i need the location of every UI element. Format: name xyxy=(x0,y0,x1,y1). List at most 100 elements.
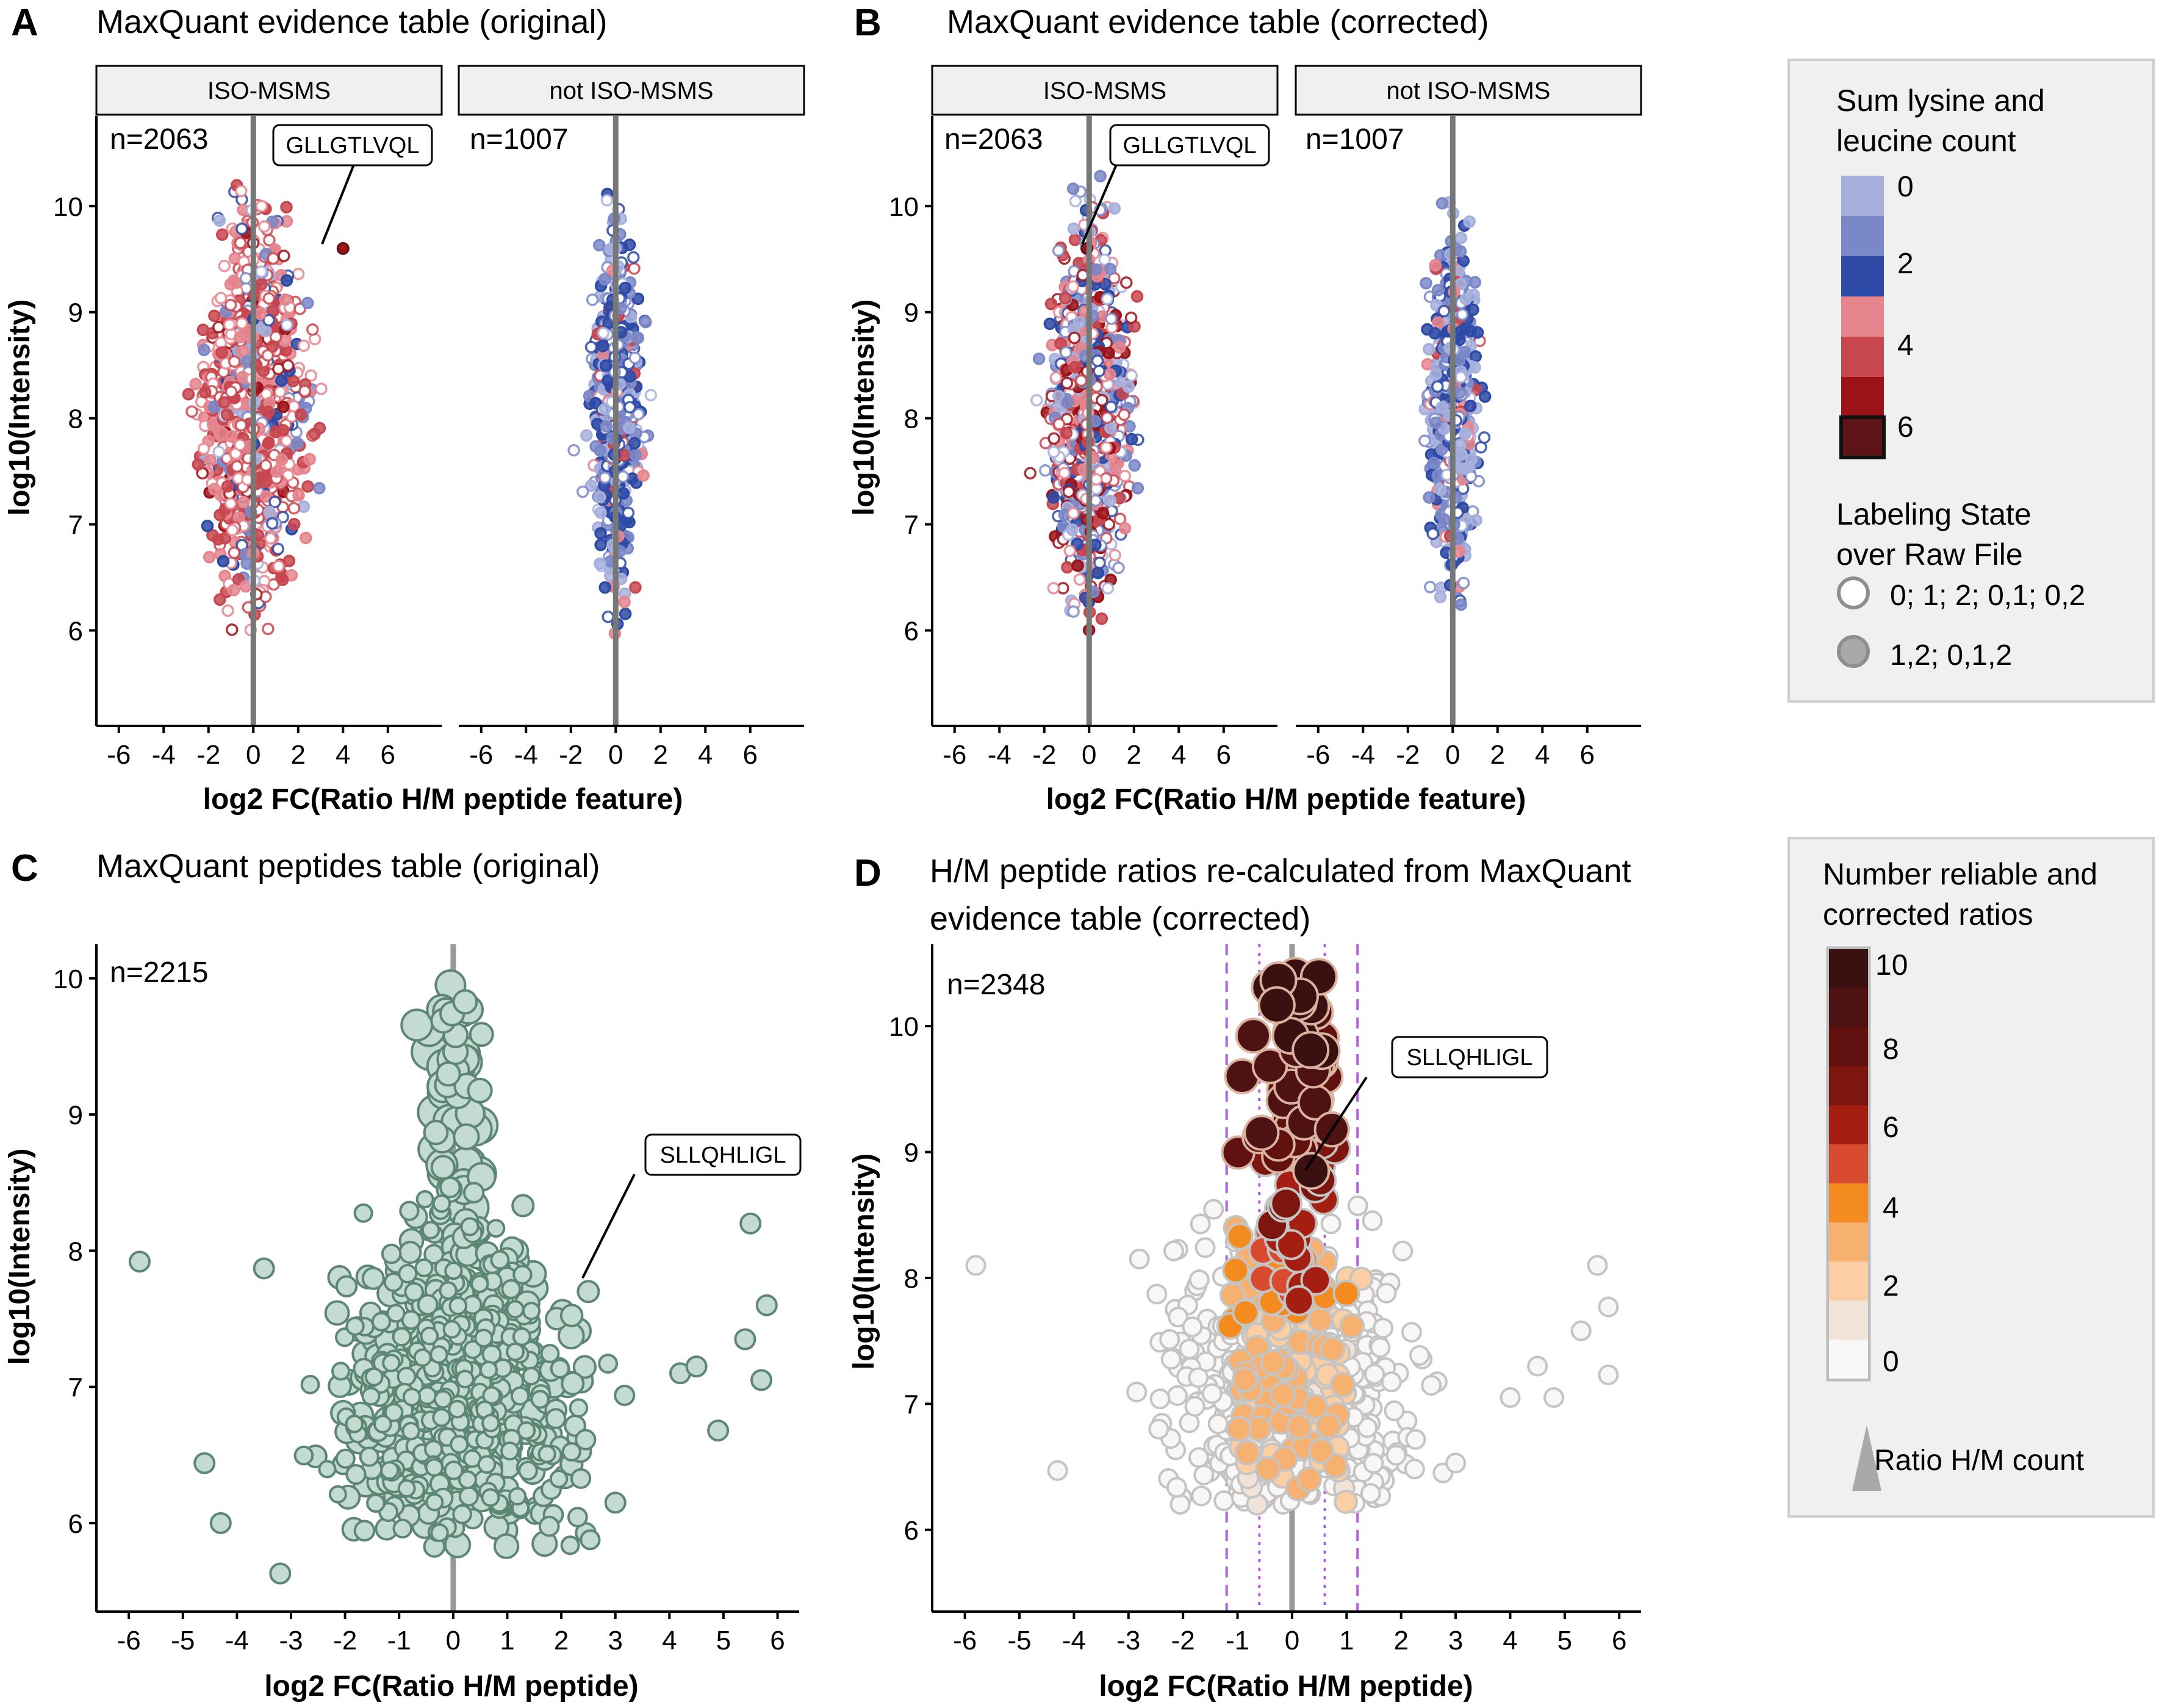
data-point xyxy=(262,622,275,636)
x-tick-label: -2 xyxy=(196,740,220,770)
panel-c-points xyxy=(128,969,778,1585)
data-point xyxy=(226,623,239,636)
data-point xyxy=(630,331,644,344)
data-point xyxy=(1043,317,1057,331)
data-point xyxy=(207,400,221,414)
data-point xyxy=(622,506,635,519)
data-point xyxy=(1421,358,1434,371)
panel-d-title-line1: H/M peptide ratios re-calculated from Ma… xyxy=(930,853,1631,889)
panel-letter-d: D xyxy=(854,852,882,894)
data-point xyxy=(1044,297,1058,310)
y-tick-label: 10 xyxy=(889,192,919,222)
data-point xyxy=(1422,343,1435,356)
data-point xyxy=(281,359,295,372)
data-point xyxy=(1093,365,1105,378)
data-point xyxy=(228,546,241,559)
x-tick-label: 0 xyxy=(246,740,260,770)
data-point xyxy=(628,262,641,275)
data-point xyxy=(1101,582,1115,595)
data-point xyxy=(280,201,293,214)
data-point xyxy=(280,434,293,447)
data-point xyxy=(1423,491,1435,504)
data-point xyxy=(1091,354,1104,367)
data-point xyxy=(214,593,226,606)
data-point xyxy=(628,351,642,364)
data-point xyxy=(639,315,652,329)
data-point xyxy=(597,339,609,353)
y-tick-label: 6 xyxy=(904,616,919,646)
data-point xyxy=(616,470,630,483)
data-point xyxy=(275,374,288,387)
data-point xyxy=(511,1194,535,1218)
data-point xyxy=(221,604,234,617)
data-point xyxy=(685,1355,708,1378)
data-point xyxy=(212,533,225,546)
data-point xyxy=(1125,369,1138,382)
data-point xyxy=(1066,280,1080,293)
data-point xyxy=(1047,445,1060,459)
data-point xyxy=(734,1328,756,1351)
data-point xyxy=(239,271,253,285)
data-point xyxy=(1454,598,1468,611)
x-tick-label: 6 xyxy=(1216,740,1231,770)
data-point xyxy=(463,1182,485,1204)
data-point xyxy=(185,405,198,418)
data-point xyxy=(1429,259,1442,272)
data-point xyxy=(1435,197,1449,210)
x-tick-label: -6 xyxy=(469,740,493,770)
data-point xyxy=(545,1408,567,1429)
data-point xyxy=(300,531,312,545)
data-point xyxy=(1124,311,1138,325)
data-point xyxy=(1058,467,1071,479)
data-point xyxy=(292,267,305,281)
data-point xyxy=(1435,401,1448,414)
data-point xyxy=(598,471,611,484)
data-point xyxy=(1090,473,1103,486)
data-point xyxy=(493,1533,520,1559)
data-point xyxy=(1423,581,1437,594)
data-point xyxy=(1431,284,1445,296)
data-point xyxy=(430,1155,456,1180)
x-tick-label: 0 xyxy=(608,740,623,770)
x-tick-label: 2 xyxy=(291,740,306,770)
data-point xyxy=(208,420,221,433)
x-tick-label: -4 xyxy=(152,740,176,770)
data-point xyxy=(750,1369,772,1391)
panel-a-facet-1-points xyxy=(182,179,350,637)
data-point xyxy=(707,1419,730,1442)
x-tick-label: -6 xyxy=(943,740,966,770)
data-point xyxy=(739,1212,762,1235)
annotated-point xyxy=(336,242,350,255)
panel-letter-b: B xyxy=(854,2,882,44)
data-point xyxy=(1096,393,1108,407)
data-point xyxy=(218,259,231,273)
data-point xyxy=(1101,293,1114,306)
data-point xyxy=(1093,556,1106,569)
data-point xyxy=(597,326,610,340)
data-point xyxy=(272,559,285,573)
data-point xyxy=(623,401,636,414)
data-point xyxy=(1122,380,1135,393)
data-point xyxy=(1060,426,1073,440)
data-point xyxy=(264,532,277,545)
panel-b-facet-1-n: n=2063 xyxy=(944,123,1043,156)
panel-b-facet-2-n: n=1007 xyxy=(1306,123,1404,156)
data-point xyxy=(1457,576,1470,589)
panel-b-ylabel: log10(Intensity) xyxy=(848,300,880,516)
data-point xyxy=(1108,548,1121,562)
panel-b-strip-1-label: ISO-MSMS xyxy=(1043,77,1166,104)
data-point xyxy=(277,400,290,414)
data-point xyxy=(278,249,290,262)
data-point xyxy=(594,539,607,551)
data-point xyxy=(189,378,202,390)
data-point xyxy=(1032,352,1046,365)
panel-b-title: MaxQuant evidence table (corrected) xyxy=(947,4,1489,40)
x-tick-label: 2 xyxy=(1127,740,1141,770)
data-point xyxy=(1103,368,1116,381)
data-point xyxy=(1047,581,1060,595)
data-point xyxy=(1426,527,1439,540)
data-point xyxy=(1071,559,1084,572)
data-point xyxy=(1113,341,1126,354)
data-point xyxy=(235,184,248,198)
